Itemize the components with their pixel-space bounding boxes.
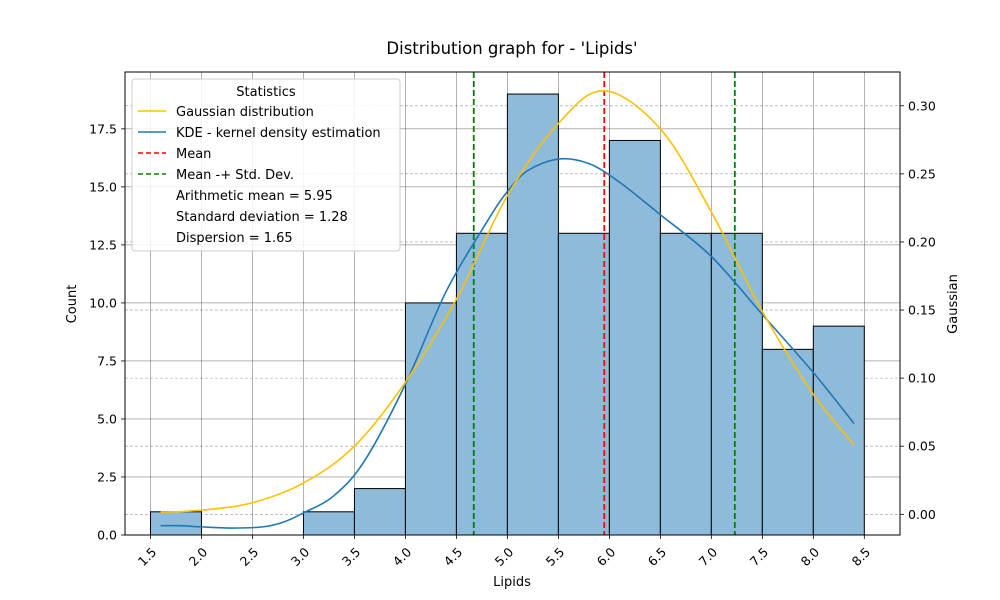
y2-tick-label: 0.05	[908, 439, 936, 454]
x-tick-label: 3.5	[339, 544, 364, 569]
y-axis-label: Count	[65, 285, 80, 324]
y-tick-label: 7.5	[97, 353, 117, 368]
reference-lines	[472, 72, 736, 535]
x-tick-label: 2.5	[237, 544, 262, 569]
legend-gaussian-label: Gaussian distribution	[176, 105, 314, 120]
legend-title: Statistics	[236, 85, 296, 100]
histogram-bar	[659, 232, 712, 536]
kde-curve	[160, 157, 855, 529]
x-tick-label: 6.0	[594, 544, 619, 569]
y2-axis-label: Gaussian	[946, 274, 961, 334]
x-tick-label: 3.0	[288, 544, 313, 569]
x-tick-label: 2.0	[186, 544, 211, 569]
x-tick-label: 5.0	[492, 544, 517, 569]
x-tick-label: 4.5	[441, 544, 466, 569]
x-tick-label: 6.5	[645, 544, 670, 569]
legend-dispersion-value: Dispersion = 1.65	[176, 231, 293, 246]
histogram-bar	[710, 232, 763, 536]
legend-kde-label: KDE - kernel density estimation	[176, 126, 381, 141]
x-tick-label: 7.0	[696, 544, 721, 569]
density-curves	[160, 89, 855, 529]
legend-mean-label: Mean	[176, 147, 211, 162]
y2-tick-label: 0.15	[908, 303, 936, 318]
y-axis: 0.0 2.5 5.0 7.5 10.0 12.5 15.0 17.5	[89, 121, 125, 543]
x-tick-label: 8.0	[798, 544, 823, 569]
y2-tick-label: 0.20	[908, 234, 936, 249]
x-axis: 1.5 2.0 2.5 3.0 3.5 4.0 4.5 5.0 5.5 6.0 6.5 7.0 7.5 8…	[135, 535, 873, 569]
histogram-bar	[557, 232, 610, 536]
y-tick-label: 12.5	[89, 237, 117, 252]
histogram-bar	[404, 302, 457, 536]
histogram-bar	[761, 348, 814, 536]
y-tick-label: 15.0	[89, 179, 117, 194]
histogram-bar	[608, 139, 661, 536]
histogram-bar	[353, 488, 406, 536]
legend-std-value: Standard deviation = 1.28	[176, 210, 348, 225]
x-tick-label: 8.5	[849, 544, 874, 569]
legend: Statistics Gaussian distribution KDE - k…	[131, 78, 401, 252]
x-tick-label: 5.5	[543, 544, 568, 569]
y-tick-label: 10.0	[89, 295, 117, 310]
histogram-bar	[302, 511, 355, 536]
y2-tick-label: 0.25	[908, 166, 936, 181]
gaussian-curve	[160, 89, 855, 514]
y-tick-label: 0.0	[97, 528, 117, 543]
y-tick-label: 2.5	[97, 469, 117, 484]
histogram-bar	[455, 232, 508, 536]
x-tick-label: 4.0	[390, 544, 415, 569]
x-axis-label: Lipids	[493, 575, 531, 590]
histogram-bars	[149, 93, 865, 536]
histogram-bar	[149, 511, 202, 536]
y-tick-label: 17.5	[89, 121, 117, 136]
y2-tick-label: 0.10	[908, 371, 936, 386]
legend-std-label: Mean -+ Std. Dev.	[176, 168, 294, 183]
y2-tick-label: 0.30	[908, 98, 936, 113]
plot-frame	[124, 71, 901, 536]
legend-mean-value: Arithmetic mean = 5.95	[176, 189, 333, 204]
y-tick-label: 5.0	[97, 411, 117, 426]
y2-tick-label: 0.00	[908, 507, 936, 522]
y2-axis: 0.00 0.05 0.10 0.15 0.20 0.25 0.30	[900, 98, 936, 522]
histogram-bar	[812, 325, 865, 536]
x-tick-label: 1.5	[135, 544, 160, 569]
chart-title: Distribution graph for - 'Lipids'	[386, 39, 637, 58]
legend-box	[131, 78, 401, 252]
x-tick-label: 7.5	[747, 544, 772, 569]
